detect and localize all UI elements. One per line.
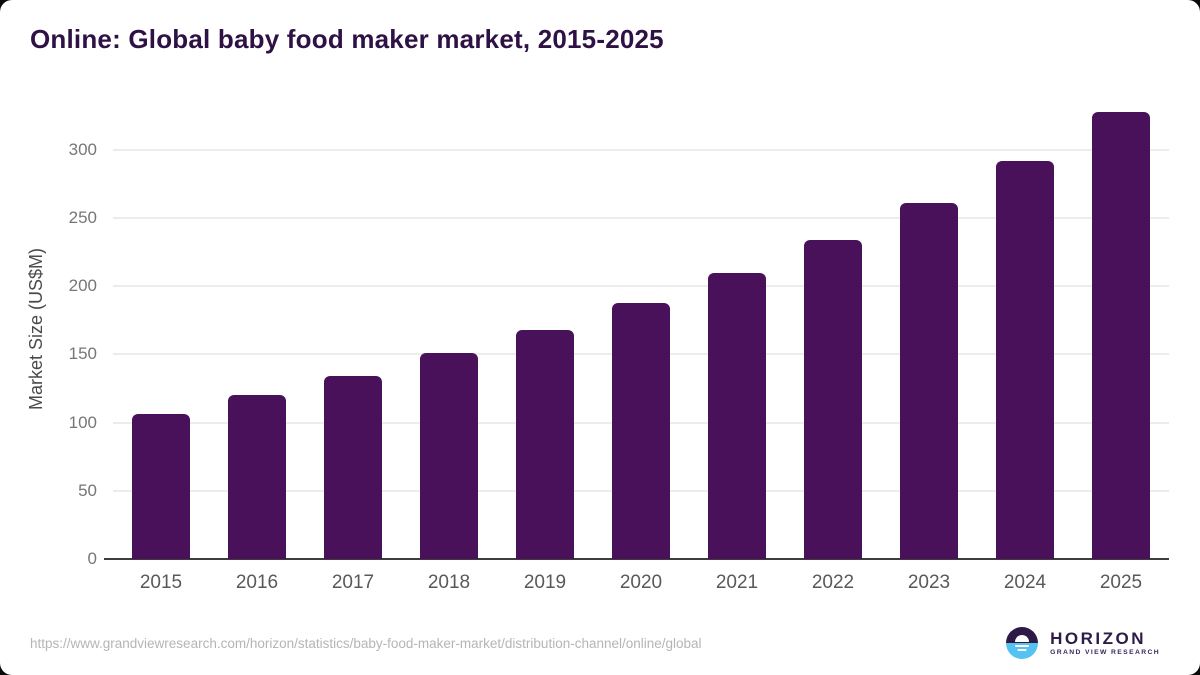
bar-2019 xyxy=(516,329,574,559)
logo-text: HORIZON GRAND VIEW RESEARCH xyxy=(1050,630,1160,657)
horizon-logo: HORIZON GRAND VIEW RESEARCH xyxy=(1006,627,1160,659)
bar-2015 xyxy=(132,414,190,559)
x-label-2020: 2020 xyxy=(619,572,663,593)
bar-2022 xyxy=(804,239,862,559)
bar-2017 xyxy=(324,376,382,559)
bar-2024 xyxy=(996,160,1054,559)
x-axis-line xyxy=(104,558,1169,560)
y-axis-title-text: Market Size (US$M) xyxy=(26,248,46,411)
x-label-2024: 2024 xyxy=(1003,572,1047,593)
y-tick-label-300: 300 xyxy=(68,139,97,159)
x-label-2025: 2025 xyxy=(1099,572,1143,593)
x-label-2017: 2017 xyxy=(331,572,375,593)
gridline-200 xyxy=(113,285,1169,288)
y-tick-label-50: 50 xyxy=(78,480,97,500)
x-label-2022: 2022 xyxy=(811,572,855,593)
sun-reflection-icon xyxy=(1015,645,1030,647)
y-tick-label-200: 200 xyxy=(68,276,97,296)
logo-brand: HORIZON xyxy=(1050,628,1147,648)
footer: https://www.grandviewresearch.com/horizo… xyxy=(30,627,1160,659)
y-tick-label-250: 250 xyxy=(68,208,97,227)
x-label-2018: 2018 xyxy=(427,572,471,593)
x-label-2023: 2023 xyxy=(907,572,951,593)
bar-2020 xyxy=(612,302,670,559)
y-tick-label-100: 100 xyxy=(68,412,97,432)
gridline-250 xyxy=(113,217,1169,219)
bar-2018 xyxy=(420,353,478,559)
horizon-logo-icon xyxy=(1006,627,1039,659)
source-url-text: https://www.grandviewresearch.com/horizo… xyxy=(30,635,702,651)
gridline-300 xyxy=(113,148,1169,151)
plot-area: 0 50 100 150 200 250 300 2015 2016 2017 2018 2019 20… xyxy=(69,100,1169,593)
sun-reflection-icon xyxy=(1017,649,1027,651)
bar-2016 xyxy=(228,395,286,559)
sun-icon xyxy=(1015,635,1030,642)
x-label-2016: 2016 xyxy=(235,572,279,593)
x-label-2019: 2019 xyxy=(523,572,567,593)
bar-2023 xyxy=(900,203,958,559)
bar-2025 xyxy=(1092,111,1150,559)
y-tick-label-150: 150 xyxy=(68,344,97,364)
logo-subbrand: GRAND VIEW RESEARCH xyxy=(1050,648,1160,656)
bar-2021 xyxy=(708,272,766,559)
chart-title: Online: Global baby food maker market, 2… xyxy=(30,24,664,54)
x-label-2021: 2021 xyxy=(715,572,759,593)
y-tick-label-0: 0 xyxy=(87,549,97,568)
x-label-2015: 2015 xyxy=(139,572,183,593)
y-axis-title: Market Size (US$M) xyxy=(26,100,47,559)
